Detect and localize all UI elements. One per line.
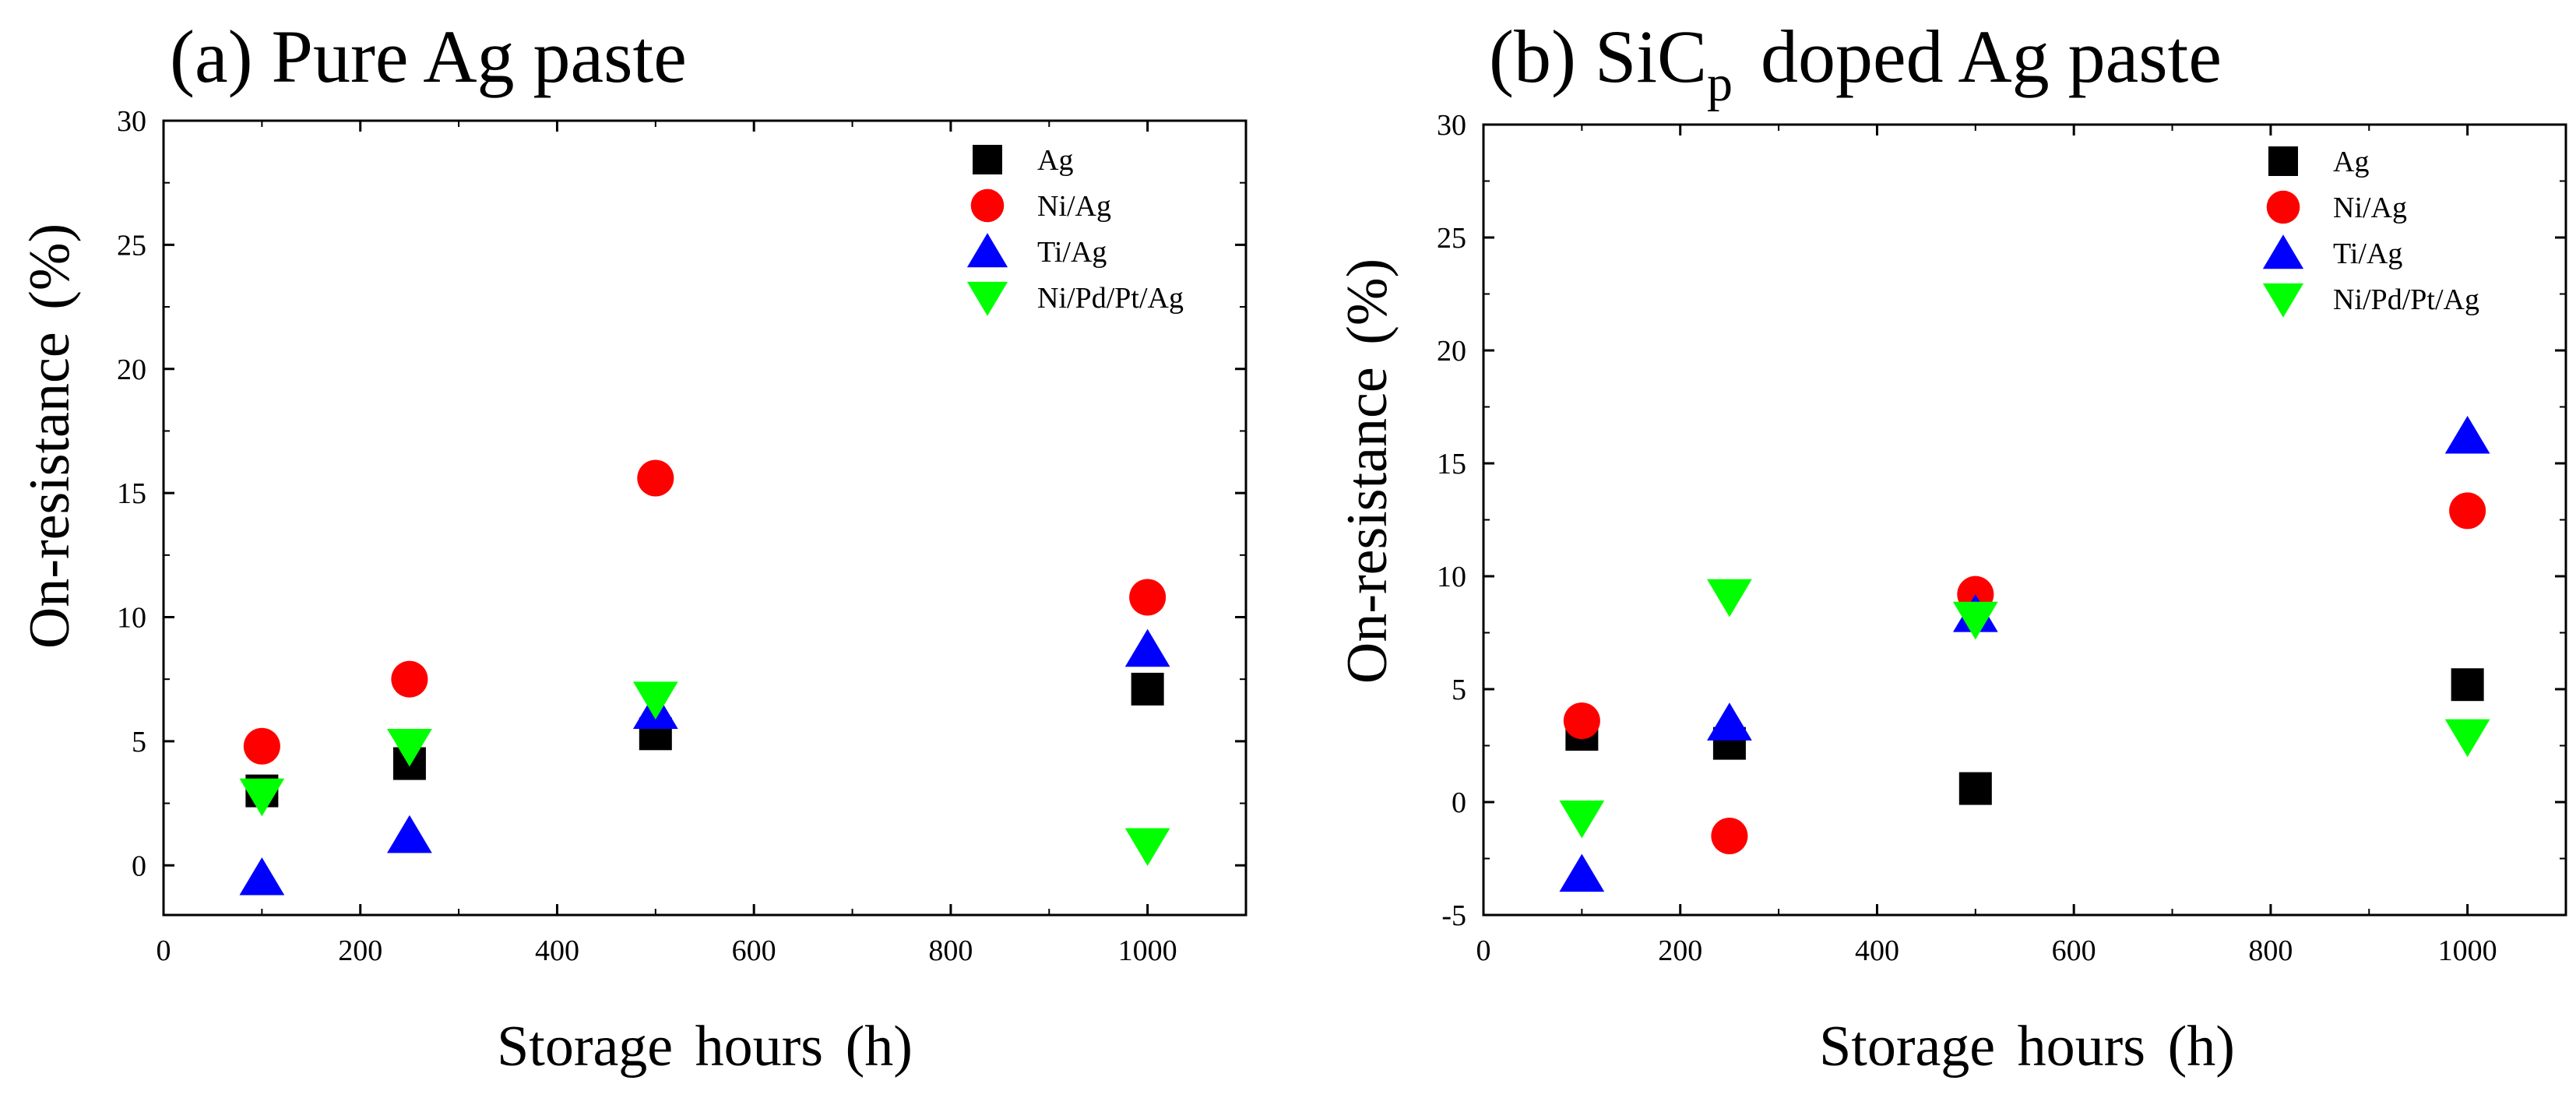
data-point: [1563, 702, 1600, 740]
y-tick-label: 25: [1437, 222, 1466, 255]
legend-label: Ti/Ag: [2333, 238, 2402, 270]
chart-panel-b: 0 200 400 600 800 1000 -5 0 5 10 15 20 25 30 (b) SiCp d…: [1336, 15, 2567, 1079]
data-point: [1958, 772, 1992, 805]
y-tick-label: 30: [117, 105, 146, 138]
y-tick-label: 10: [1437, 561, 1466, 593]
data-point: [1707, 579, 1752, 618]
legend-label: Ag: [1037, 144, 1073, 177]
x-tick-label: 600: [732, 934, 776, 967]
legend-marker: [970, 188, 1005, 223]
series-ni-pd-pt-ag: [1559, 579, 2490, 839]
x-tick-label: 600: [2052, 934, 2096, 967]
legend-marker: [973, 145, 1002, 174]
legend-label: Ni/Pd/Pt/Ag: [2333, 283, 2479, 316]
y-tick-label: 10: [117, 602, 146, 635]
series-ti-ag: [1559, 415, 2490, 892]
plot-frame: [1482, 123, 2567, 917]
y-tick-label: 20: [117, 354, 146, 386]
chart-title: (a) Pure Ag paste: [170, 15, 687, 98]
x-tick-label: 800: [928, 934, 973, 967]
x-tick-label: 200: [1658, 934, 1702, 967]
legend-marker: [2266, 190, 2300, 224]
x-tick-label: 1000: [1118, 934, 1177, 967]
data-point: [1711, 817, 1748, 855]
data-point: [1124, 628, 1170, 667]
legend-marker: [2268, 146, 2298, 176]
series-ag: [1565, 668, 2484, 805]
y-tick-label: 20: [1437, 335, 1466, 368]
legend-label: Ag: [2333, 146, 2369, 178]
data-point: [387, 728, 432, 767]
data-point: [1952, 601, 1998, 640]
x-tick-label: 1000: [2438, 934, 2497, 967]
legend: Ag Ni/Ag Ti/Ag Ni/Pd/Pt/Ag: [966, 144, 1184, 316]
x-axis-label: Storage hours (h): [1819, 1015, 2235, 1079]
data-point: [637, 459, 674, 497]
data-point: [2444, 415, 2490, 454]
y-tick-label: 5: [1452, 674, 1466, 706]
chart-panel-a: 0 200 400 600 800 1000 0 5 10 15 20 25 30 (a) Pure Ag…: [18, 15, 1248, 1079]
y-tick-label: 15: [1437, 448, 1466, 480]
data-point: [239, 778, 285, 817]
data-point: [1124, 828, 1170, 866]
data-point: [1129, 579, 1167, 616]
data-point: [1131, 672, 1164, 706]
series-ni-pd-pt-ag: [239, 681, 1170, 866]
data-point: [2449, 492, 2486, 530]
data-point: [1707, 702, 1752, 741]
x-tick-label: 0: [157, 934, 171, 967]
data-point: [239, 857, 285, 896]
y-tick-label: 30: [1437, 109, 1466, 142]
legend-label: Ni/Pd/Pt/Ag: [1037, 282, 1184, 315]
series-ti-ag: [239, 628, 1170, 896]
y-tick-label: 0: [132, 850, 146, 882]
legend-marker: [2262, 234, 2304, 269]
chart-title: (b) SiCp doped Ag paste: [1489, 15, 2222, 112]
x-tick-label: 800: [2248, 934, 2293, 967]
data-point: [1559, 800, 1605, 839]
y-tick-label: 0: [1452, 787, 1466, 819]
series-ni-ag: [243, 459, 1167, 765]
x-tick-label: 200: [338, 934, 382, 967]
legend-marker: [966, 281, 1008, 316]
y-tick-label: -5: [1441, 899, 1466, 932]
data-point: [1559, 853, 1605, 892]
data-point: [2451, 668, 2484, 702]
y-tick-label: 25: [117, 229, 146, 262]
y-axis-label: On-resistance (%): [1336, 259, 1399, 684]
x-tick-label: 0: [1476, 934, 1491, 967]
legend: Ag Ni/Ag Ti/Ag Ni/Pd/Pt/Ag: [2262, 146, 2479, 318]
legend-marker: [966, 233, 1008, 268]
legend-marker: [2262, 283, 2304, 318]
y-axis-label: On-resistance (%): [18, 223, 82, 649]
legend-label: Ni/Ag: [1037, 190, 1111, 223]
x-axis-label: Storage hours (h): [497, 1015, 913, 1079]
data-point: [632, 681, 678, 720]
legend-label: Ni/Ag: [2333, 192, 2407, 224]
data-point: [387, 815, 432, 853]
y-tick-label: 5: [132, 726, 146, 758]
data-point: [391, 660, 428, 698]
data-point: [2444, 719, 2490, 758]
y-tick-label: 15: [117, 477, 146, 510]
plot-frame: [162, 119, 1248, 917]
series-ni-ag: [1563, 492, 2486, 855]
x-tick-label: 400: [1855, 934, 1899, 967]
series-ag: [245, 672, 1164, 808]
x-tick-label: 400: [535, 934, 579, 967]
data-point: [243, 727, 280, 765]
legend-label: Ti/Ag: [1037, 236, 1107, 269]
